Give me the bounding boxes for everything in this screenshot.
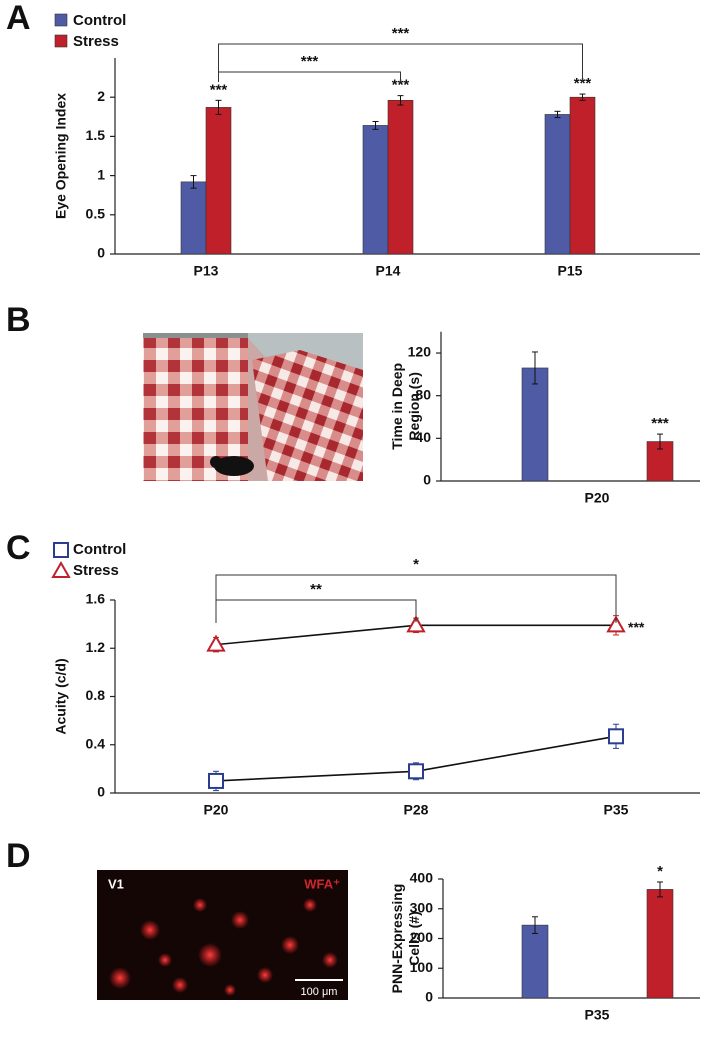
legend-label: Control bbox=[73, 12, 126, 29]
bar bbox=[646, 889, 674, 999]
scale-bar-label: 100 μm bbox=[301, 986, 338, 998]
x-tick-label: P35 bbox=[585, 1007, 610, 1023]
significance-label: *** bbox=[574, 75, 592, 92]
point-marker bbox=[51, 560, 71, 578]
significance-label: * bbox=[657, 863, 663, 880]
y-tick-label: 0.8 bbox=[86, 687, 106, 703]
bar bbox=[205, 107, 232, 255]
x-tick-label: P13 bbox=[194, 263, 219, 279]
y-tick-label: 120 bbox=[408, 344, 432, 360]
x-tick-label: P28 bbox=[404, 802, 429, 818]
y-tick-label: 1.5 bbox=[86, 127, 106, 143]
y-tick-label: 2 bbox=[97, 88, 105, 104]
y-axis-label: PNN-Expressing bbox=[389, 884, 405, 994]
photo-cliff bbox=[143, 333, 363, 481]
y-tick-label: 40 bbox=[415, 429, 431, 445]
significance-label: *** bbox=[392, 77, 410, 94]
y-tick-label: 80 bbox=[415, 386, 431, 402]
point-marker bbox=[606, 615, 626, 633]
significance-label: *** bbox=[628, 619, 645, 635]
y-tick-label: 0 bbox=[423, 472, 431, 488]
panel-letter: D bbox=[6, 837, 31, 875]
error-bar bbox=[532, 916, 538, 934]
error-bar bbox=[372, 121, 379, 130]
y-tick-label: 1.2 bbox=[86, 639, 106, 655]
image-label: WFA⁺ bbox=[304, 876, 340, 891]
photo-micrograph: V1 WFA⁺ 100 μm bbox=[97, 870, 348, 1000]
y-tick-label: 0.4 bbox=[86, 735, 106, 751]
bar bbox=[544, 114, 571, 255]
error-bar bbox=[215, 99, 222, 115]
y-axis-label: Acuity (c/d) bbox=[53, 658, 69, 734]
bar bbox=[180, 181, 207, 255]
x-tick-label: P20 bbox=[585, 490, 610, 506]
significance-bracket bbox=[218, 43, 583, 82]
y-tick-label: 400 bbox=[410, 870, 434, 886]
significance-label: *** bbox=[651, 415, 669, 432]
y-axis-label: Cells (#) bbox=[406, 911, 422, 965]
x-tick-label: P14 bbox=[376, 263, 401, 279]
y-tick-label: 0 bbox=[97, 245, 105, 261]
error-bar bbox=[657, 881, 663, 898]
y-axis-label: Time in Deep bbox=[389, 363, 405, 450]
point-marker bbox=[408, 763, 424, 780]
legend-label: Control bbox=[73, 541, 126, 558]
y-tick-label: 1 bbox=[97, 166, 105, 182]
y-tick-label: 0.5 bbox=[86, 206, 106, 222]
y-tick-label: 0 bbox=[97, 784, 105, 800]
bar bbox=[521, 367, 549, 482]
image-label: V1 bbox=[108, 876, 124, 891]
error-bar bbox=[657, 433, 663, 450]
point-marker bbox=[608, 728, 624, 745]
panel-letter: B bbox=[6, 301, 31, 339]
point-marker bbox=[206, 634, 226, 652]
error-bar bbox=[579, 93, 586, 101]
bar bbox=[387, 100, 414, 255]
significance-bracket bbox=[218, 71, 401, 82]
significance-bracket bbox=[215, 599, 417, 622]
x-tick-label: P35 bbox=[604, 802, 629, 818]
y-tick-label: 300 bbox=[410, 899, 434, 915]
legend-label: Stress bbox=[73, 562, 119, 579]
point-marker bbox=[53, 542, 69, 558]
chart-panel: B Time in Deep Region (s) 0 40 80 120 P20 *** bbox=[6, 301, 700, 506]
error-bar bbox=[532, 351, 538, 385]
bracket-label: * bbox=[413, 556, 419, 573]
chart-panel: D PNN-Expressing Cells (#) 0 100 200 300 400 P35… bbox=[6, 837, 700, 1023]
legend-swatch bbox=[54, 13, 68, 27]
y-tick-label: 1.6 bbox=[86, 591, 106, 607]
error-bar bbox=[190, 175, 197, 189]
y-tick-label: 200 bbox=[410, 929, 434, 945]
y-axis-label: Eye Opening Index bbox=[53, 93, 69, 219]
panel-letter: A bbox=[6, 0, 31, 37]
point-marker bbox=[208, 772, 224, 789]
legend-swatch bbox=[54, 34, 68, 48]
bracket-label: *** bbox=[301, 53, 319, 70]
point-marker bbox=[406, 615, 426, 633]
bracket-label: *** bbox=[392, 25, 410, 42]
y-tick-label: 0 bbox=[425, 989, 433, 1005]
x-tick-label: P15 bbox=[558, 263, 583, 279]
significance-bracket bbox=[215, 574, 617, 623]
panel-letter: C bbox=[6, 529, 31, 567]
bar bbox=[569, 96, 596, 255]
bar bbox=[521, 924, 549, 999]
significance-label: *** bbox=[210, 81, 228, 98]
chart-panel: A Eye Opening Index 0 0.5 1 1.5 2 P13 P14 P15 *** *… bbox=[6, 0, 700, 279]
y-tick-label: 100 bbox=[410, 959, 434, 975]
x-tick-label: P20 bbox=[204, 802, 229, 818]
bar bbox=[362, 125, 389, 255]
y-axis-label: Region (s) bbox=[406, 372, 422, 440]
legend-label: Stress bbox=[73, 33, 119, 50]
bracket-label: ** bbox=[310, 581, 322, 598]
error-bar bbox=[397, 95, 404, 106]
error-bar bbox=[554, 110, 561, 119]
